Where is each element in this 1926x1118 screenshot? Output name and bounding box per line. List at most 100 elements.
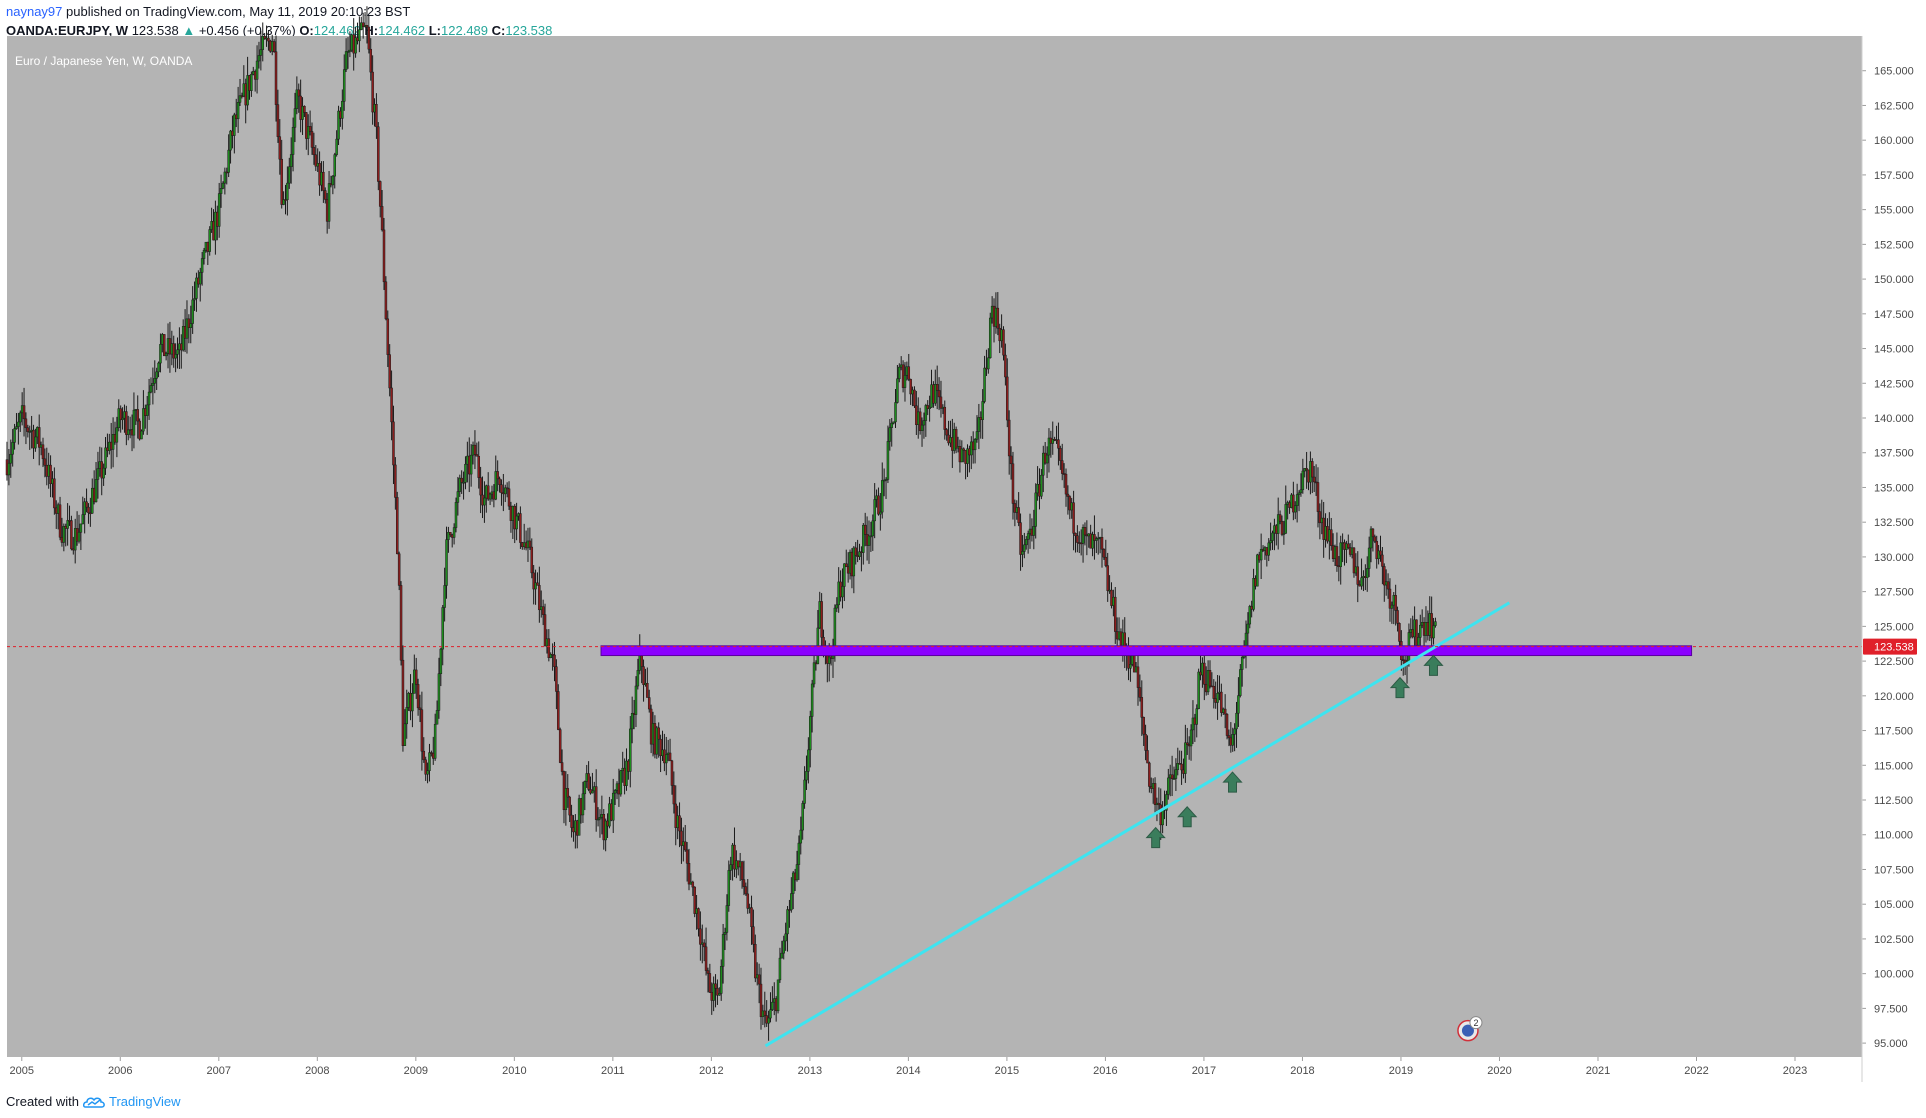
candle-body (629, 728, 632, 772)
price-tick-label: 155.000 (1874, 205, 1914, 217)
candle-body (812, 662, 816, 685)
candle-body (312, 147, 316, 156)
candle-body (1021, 551, 1024, 555)
tradingview-link[interactable]: TradingView (108, 1094, 181, 1109)
candle-body (365, 25, 369, 28)
candle-body (1051, 439, 1055, 444)
up-triangle-icon: ▲ (182, 23, 196, 38)
candle-body (691, 881, 695, 888)
price-tick-label: 110.000 (1874, 830, 1913, 842)
candle-body (1040, 474, 1043, 497)
candle-body (382, 229, 386, 283)
candle-body (435, 710, 439, 725)
candle-body (841, 586, 844, 598)
candle-body (102, 467, 105, 479)
events-marker-icon[interactable]: 2 (1457, 1016, 1483, 1042)
candle-body (145, 404, 149, 416)
price-tick-label: 97.500 (1874, 1003, 1908, 1015)
candle-body (784, 933, 787, 942)
candle-body (238, 95, 242, 103)
candle-body (939, 396, 943, 409)
candle-body (1176, 763, 1180, 770)
candle-body (583, 781, 587, 795)
price-tick-label: 112.500 (1874, 795, 1913, 807)
candle-body (1157, 802, 1161, 806)
candle-body (634, 685, 638, 715)
price-tick-label: 125.000 (1874, 621, 1914, 633)
plot-area[interactable] (7, 36, 1862, 1057)
time-axis[interactable] (7, 1057, 1862, 1082)
candle-body (255, 60, 259, 80)
price-tick-label: 130.000 (1874, 552, 1914, 564)
candle-body (191, 299, 194, 324)
candle-body (723, 932, 727, 935)
candle-body (1394, 595, 1397, 611)
candle-body (1148, 762, 1151, 787)
candle-body (291, 127, 295, 155)
candle-body (505, 487, 509, 490)
candle-body (918, 411, 922, 431)
candle-body (1352, 547, 1356, 574)
candle-body (693, 886, 696, 914)
author-link[interactable]: naynay97 (6, 4, 63, 19)
candle-body (742, 879, 746, 887)
candle-body (613, 790, 617, 794)
candle-body (119, 408, 122, 421)
candle-body (888, 427, 892, 442)
price-tick-label: 165.000 (1874, 66, 1914, 78)
candle-body (549, 654, 552, 658)
candle-body (140, 430, 143, 440)
candle-body (869, 535, 873, 538)
candle-body (704, 946, 708, 971)
candle-body (274, 51, 278, 105)
candle-body (1216, 693, 1219, 703)
price-axis[interactable] (1862, 36, 1926, 1082)
candle-body (217, 193, 221, 227)
candle-body (1091, 534, 1094, 549)
candle-body (1146, 750, 1149, 764)
candle-body (278, 136, 282, 160)
candle-body (424, 759, 427, 775)
candle-body (898, 366, 901, 380)
candle-body (475, 454, 479, 457)
candle-body (155, 371, 158, 379)
candle-body (854, 547, 857, 556)
candle-body (1170, 774, 1174, 780)
candle-body (17, 421, 20, 427)
candle-body (1076, 535, 1079, 543)
candle-body (452, 527, 456, 538)
tradingview-logo-icon (82, 1097, 105, 1108)
candle-body (1235, 712, 1238, 730)
price-tick-label: 120.000 (1874, 691, 1914, 703)
candle-body (1174, 769, 1178, 779)
candle-body (58, 504, 62, 538)
candle-body (486, 485, 490, 500)
candle-body (377, 126, 380, 182)
time-tick-label: 2009 (404, 1065, 428, 1077)
candle-body (43, 458, 47, 466)
candle-body (1195, 708, 1198, 725)
candle-body (604, 820, 607, 841)
candle-body (1004, 354, 1007, 378)
candle-body (1189, 729, 1193, 747)
candle-body (1095, 538, 1098, 541)
candle-body (1223, 708, 1227, 715)
candle-body (1293, 505, 1297, 513)
candle-body (227, 149, 230, 173)
candle-body (324, 190, 327, 200)
candle-body (1057, 439, 1060, 449)
candle-body (625, 760, 628, 786)
price-tick-label: 147.500 (1874, 309, 1914, 321)
candle-body (877, 495, 880, 515)
candle-body (126, 429, 130, 435)
candle-body (94, 479, 98, 503)
candle-body (879, 511, 882, 515)
candle-body (670, 760, 674, 786)
published-text: published on TradingView.com, May 11, 20… (66, 4, 411, 19)
candle-body (769, 1009, 772, 1019)
time-tick-label: 2016 (1093, 1065, 1117, 1077)
candle-body (534, 582, 537, 590)
open-label: O: (299, 23, 314, 38)
candle-body (843, 563, 846, 587)
